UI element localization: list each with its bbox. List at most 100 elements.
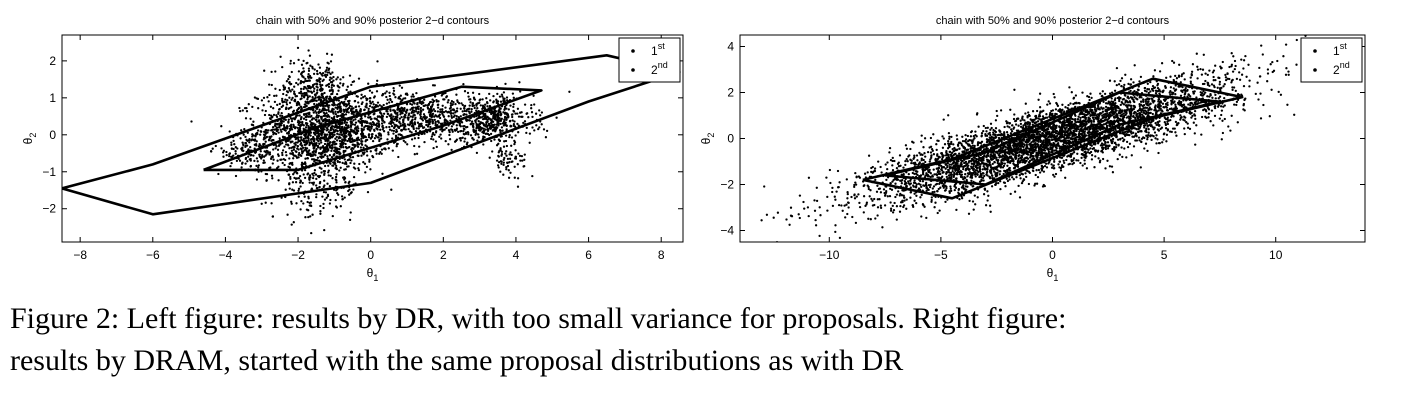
scatter-point xyxy=(302,202,305,205)
scatter-point xyxy=(270,70,273,74)
scatter-point xyxy=(284,188,287,191)
scatter-point xyxy=(440,94,443,97)
scatter-point xyxy=(939,186,942,189)
scatter-point xyxy=(1043,164,1047,168)
scatter-point xyxy=(966,134,970,138)
scatter-point xyxy=(276,103,279,107)
scatter-point xyxy=(323,184,326,187)
scatter-point xyxy=(305,91,308,95)
scatter-point xyxy=(270,174,274,177)
scatter-point xyxy=(360,154,363,157)
scatter-point xyxy=(503,97,506,100)
scatter-point xyxy=(500,118,503,121)
scatter-point xyxy=(230,147,234,150)
scatter-point xyxy=(333,103,337,107)
scatter-point xyxy=(287,107,290,110)
scatter-point xyxy=(348,158,351,161)
scatter-point xyxy=(996,114,999,118)
scatter-point xyxy=(288,75,291,78)
scatter-point xyxy=(428,113,432,116)
scatter-point xyxy=(500,93,504,96)
scatter-point xyxy=(465,143,469,146)
scatter-point xyxy=(1108,165,1112,168)
scatter-point xyxy=(344,131,347,134)
scatter-point xyxy=(297,177,301,180)
scatter-point xyxy=(268,113,271,117)
scatter-point xyxy=(336,147,339,151)
scatter-point xyxy=(463,109,466,113)
scatter-point xyxy=(232,154,235,157)
scatter-point xyxy=(300,94,304,98)
scatter-point xyxy=(472,128,475,131)
scatter-point xyxy=(320,141,323,144)
scatter-point xyxy=(315,195,318,199)
scatter-point xyxy=(304,135,307,139)
scatter-point xyxy=(521,159,524,162)
scatter-point xyxy=(339,110,342,114)
scatter-point xyxy=(395,112,399,115)
scatter-point xyxy=(466,91,470,95)
y-tick-label: 2 xyxy=(49,54,56,68)
scatter-point xyxy=(354,121,358,124)
scatter-point xyxy=(388,125,391,129)
scatter-point xyxy=(273,128,276,131)
scatter-point xyxy=(1104,105,1108,109)
scatter-point xyxy=(834,230,837,234)
scatter-point xyxy=(302,112,306,116)
scatter-point xyxy=(309,90,313,93)
scatter-point xyxy=(327,108,330,112)
scatter-point xyxy=(983,174,986,178)
scatter-point xyxy=(444,139,447,143)
scatter-point xyxy=(391,137,394,140)
scatter-point xyxy=(346,108,349,112)
scatter-point xyxy=(299,208,302,211)
scatter-point xyxy=(302,124,305,127)
scatter-point xyxy=(378,134,381,137)
scatter-point xyxy=(357,168,361,172)
scatter-point xyxy=(438,135,441,138)
scatter-point xyxy=(356,125,359,129)
scatter-point xyxy=(905,198,908,201)
scatter-point xyxy=(1154,121,1157,125)
scatter-point xyxy=(523,158,526,161)
scatter-point xyxy=(292,123,295,126)
scatter-point xyxy=(287,118,290,121)
scatter-point xyxy=(477,125,480,128)
scatter-point xyxy=(289,124,292,128)
scatter-point xyxy=(305,93,308,97)
scatter-point xyxy=(297,70,301,73)
scatter-point xyxy=(989,155,992,159)
scatter-point xyxy=(297,128,300,131)
legend-entry: 2nd xyxy=(651,60,668,77)
scatter-point xyxy=(274,70,277,73)
scatter-point xyxy=(266,96,269,99)
scatter-point xyxy=(356,145,360,148)
scatter-point xyxy=(228,152,232,155)
scatter-point xyxy=(388,114,391,117)
scatter-point xyxy=(338,153,341,156)
scatter-point xyxy=(411,123,414,127)
scatter-point xyxy=(340,129,344,132)
scatter-point xyxy=(323,198,327,201)
scatter-point xyxy=(982,179,985,182)
scatter-point xyxy=(463,124,466,128)
scatter-point xyxy=(293,171,296,174)
scatter-point xyxy=(275,126,279,129)
scatter-point xyxy=(348,99,351,103)
scatter-point xyxy=(311,154,314,157)
scatter-point xyxy=(230,141,233,144)
scatter-point xyxy=(468,98,471,101)
scatter-point xyxy=(297,78,300,81)
scatter-point xyxy=(330,155,334,159)
scatter-point xyxy=(484,128,487,131)
scatter-point xyxy=(331,135,335,138)
scatter-point xyxy=(421,108,425,111)
scatter-point xyxy=(1011,124,1014,127)
scatter-point xyxy=(337,89,340,92)
scatter-point xyxy=(1137,136,1141,139)
scatter-point xyxy=(482,143,485,146)
scatter-point xyxy=(1126,145,1130,149)
scatter-point xyxy=(265,129,268,132)
scatter-point xyxy=(357,101,360,104)
scatter-point xyxy=(478,92,481,96)
